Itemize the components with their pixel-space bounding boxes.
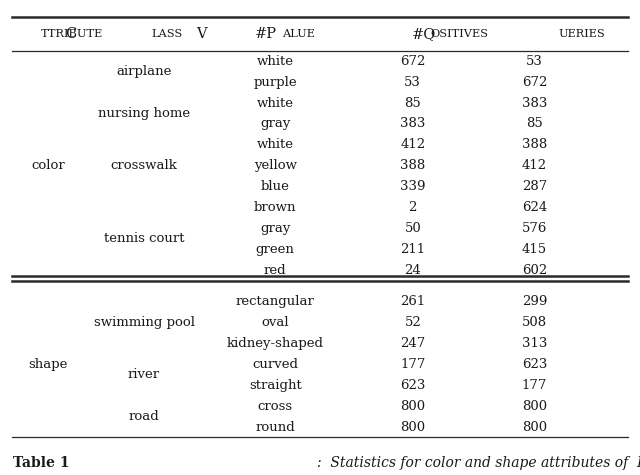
Text: 85: 85 bbox=[526, 117, 543, 131]
Text: shape: shape bbox=[28, 358, 68, 371]
Text: color: color bbox=[31, 159, 65, 172]
Text: 412: 412 bbox=[400, 138, 426, 152]
Text: 247: 247 bbox=[400, 337, 426, 350]
Text: 299: 299 bbox=[522, 295, 547, 308]
Text: airplane: airplane bbox=[116, 65, 172, 78]
Text: red: red bbox=[264, 264, 287, 277]
Text: V: V bbox=[196, 27, 207, 41]
Text: cross: cross bbox=[258, 399, 292, 413]
Text: tennis court: tennis court bbox=[104, 232, 184, 246]
Text: 800: 800 bbox=[400, 420, 426, 434]
Text: 383: 383 bbox=[522, 96, 547, 110]
Text: 211: 211 bbox=[400, 243, 426, 256]
Text: 576: 576 bbox=[522, 222, 547, 235]
Text: gray: gray bbox=[260, 117, 291, 131]
Text: 2: 2 bbox=[408, 201, 417, 214]
Text: rectangular: rectangular bbox=[236, 295, 315, 308]
Text: yellow: yellow bbox=[253, 159, 297, 172]
Text: 800: 800 bbox=[522, 399, 547, 413]
Text: C: C bbox=[0, 474, 1, 475]
Text: white: white bbox=[257, 138, 294, 152]
Text: oval: oval bbox=[261, 316, 289, 329]
Text: 672: 672 bbox=[400, 55, 426, 68]
Text: purple: purple bbox=[253, 76, 297, 89]
Text: blue: blue bbox=[260, 180, 290, 193]
Text: 623: 623 bbox=[522, 358, 547, 371]
Text: 800: 800 bbox=[522, 420, 547, 434]
Text: road: road bbox=[129, 410, 159, 423]
Text: 177: 177 bbox=[400, 358, 426, 371]
Text: brown: brown bbox=[254, 201, 296, 214]
Text: 52: 52 bbox=[404, 316, 421, 329]
Text: 415: 415 bbox=[522, 243, 547, 256]
Text: 388: 388 bbox=[522, 138, 547, 152]
Text: OSITIVES: OSITIVES bbox=[431, 28, 489, 39]
Text: nursing home: nursing home bbox=[98, 107, 190, 120]
Text: 623: 623 bbox=[400, 379, 426, 392]
Text: #Q: #Q bbox=[0, 474, 1, 475]
Text: TTRIBUTE: TTRIBUTE bbox=[40, 28, 102, 39]
Text: 24: 24 bbox=[404, 264, 421, 277]
Text: white: white bbox=[257, 55, 294, 68]
Text: swimming pool: swimming pool bbox=[93, 316, 195, 329]
Text: ALUE: ALUE bbox=[282, 28, 315, 39]
Text: green: green bbox=[256, 243, 294, 256]
Text: river: river bbox=[128, 368, 160, 381]
Text: 313: 313 bbox=[522, 337, 547, 350]
Text: 177: 177 bbox=[522, 379, 547, 392]
Text: V: V bbox=[0, 474, 1, 475]
Text: #Q: #Q bbox=[412, 27, 436, 41]
Text: 261: 261 bbox=[400, 295, 426, 308]
Text: Table 1: Table 1 bbox=[13, 456, 69, 469]
Text: gray: gray bbox=[260, 222, 291, 235]
Text: 624: 624 bbox=[522, 201, 547, 214]
Text: 412: 412 bbox=[522, 159, 547, 172]
Text: LASS: LASS bbox=[152, 28, 183, 39]
Text: white: white bbox=[257, 96, 294, 110]
Text: A: A bbox=[0, 474, 1, 475]
Text: curved: curved bbox=[252, 358, 298, 371]
Text: #P: #P bbox=[0, 474, 1, 475]
Text: 85: 85 bbox=[404, 96, 421, 110]
Text: 800: 800 bbox=[400, 399, 426, 413]
Text: UERIES: UERIES bbox=[558, 28, 605, 39]
Text: round: round bbox=[255, 420, 295, 434]
Text: crosswalk: crosswalk bbox=[111, 159, 177, 172]
Text: 50: 50 bbox=[404, 222, 421, 235]
Text: 287: 287 bbox=[522, 180, 547, 193]
Text: C: C bbox=[65, 27, 76, 41]
Text: 53: 53 bbox=[404, 76, 421, 89]
Text: 388: 388 bbox=[400, 159, 426, 172]
Text: straight: straight bbox=[249, 379, 301, 392]
Text: 672: 672 bbox=[522, 76, 547, 89]
Text: #P: #P bbox=[255, 27, 277, 41]
Text: kidney-shaped: kidney-shaped bbox=[227, 337, 324, 350]
Text: :  Statistics for color and shape attributes of  PAT-: : Statistics for color and shape attribu… bbox=[317, 456, 640, 469]
Text: 508: 508 bbox=[522, 316, 547, 329]
Text: 339: 339 bbox=[400, 180, 426, 193]
Text: 53: 53 bbox=[526, 55, 543, 68]
Text: 602: 602 bbox=[522, 264, 547, 277]
Text: 383: 383 bbox=[400, 117, 426, 131]
